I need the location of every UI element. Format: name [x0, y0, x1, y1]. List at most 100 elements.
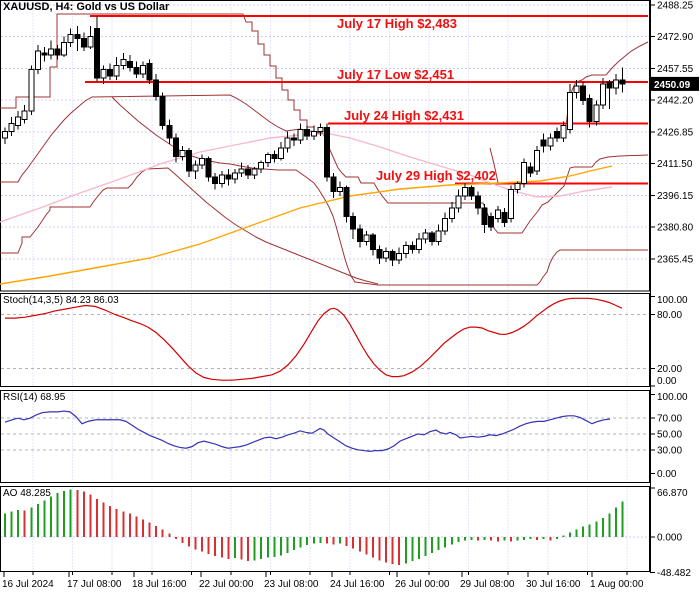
candle-down: [540, 139, 547, 147]
ao-tick-label: -48.482: [657, 568, 691, 579]
candle-down: [166, 124, 173, 139]
current-price-tag: [650, 76, 699, 91]
candle-up: [455, 195, 462, 209]
candle-down: [291, 137, 298, 141]
channel-band-lower: [0, 167, 379, 285]
candle-up: [28, 69, 35, 112]
ao-panel[interactable]: [0, 486, 650, 572]
stoch-tick-label: 20.00: [657, 364, 682, 375]
candle-up: [192, 164, 199, 172]
candle-up: [442, 218, 449, 232]
candle-up: [599, 83, 606, 106]
moving-average-orange: [0, 165, 613, 285]
candle-up: [435, 230, 442, 242]
candle-down: [429, 232, 436, 242]
candle-up: [593, 104, 600, 122]
time-axis-label: 1 Aug 00:00: [590, 579, 644, 590]
rsi-tick-label: 50.00: [657, 430, 682, 441]
ao-tick-label: 0.000: [657, 533, 682, 544]
candle-up: [402, 244, 409, 255]
stoch-tick-label: 100.00: [657, 295, 688, 306]
candle-up: [514, 182, 521, 191]
candle-down: [153, 79, 160, 98]
candle-down: [80, 38, 87, 48]
price-tick-label: 2411.50: [657, 159, 693, 170]
candle-up: [337, 187, 344, 193]
candle-down: [389, 251, 396, 261]
candle-up: [113, 64, 120, 77]
price-tick-label: 2365.45: [657, 254, 694, 265]
candle-up: [534, 149, 541, 172]
candle-up: [613, 79, 620, 89]
candle-up: [422, 232, 429, 240]
stochastic-line: [5, 297, 623, 381]
candle-down: [606, 81, 613, 89]
candle-down: [580, 85, 587, 102]
time-axis-label: 23 Jul 08:00: [264, 579, 319, 590]
candle-up: [8, 122, 15, 133]
candle-down: [185, 149, 192, 172]
ao-tick-label: 66.870: [657, 488, 688, 499]
candle-up: [310, 131, 317, 137]
candle-down: [225, 174, 232, 180]
price-tick-label: 2442.20: [657, 96, 694, 107]
channel-band-mid2: [111, 96, 648, 286]
candle-up: [199, 158, 206, 166]
channel-band-mid: [0, 94, 324, 183]
rsi-tick-label: 0.00: [657, 469, 677, 480]
candle-up: [396, 253, 403, 261]
candle-down: [93, 27, 100, 79]
time-axis-label: 26 Jul 00:00: [395, 579, 450, 590]
time-axis-label: 18 Jul 16:00: [132, 579, 187, 590]
candle-up: [21, 110, 28, 120]
candle-down: [488, 215, 495, 228]
candle-up: [47, 48, 54, 56]
candle-up: [560, 124, 567, 139]
candle-down: [245, 168, 252, 176]
price-tick-label: 2396.15: [657, 191, 694, 202]
channel-band-upper-right: [564, 41, 649, 134]
price-tick-label: 2457.55: [657, 64, 694, 75]
candle-up: [573, 85, 580, 93]
time-axis-label: 30 Jul 16:00: [526, 579, 581, 590]
candle-up: [415, 238, 422, 251]
candle-down: [159, 96, 166, 126]
candle-up: [547, 137, 554, 147]
stoch-panel[interactable]: [0, 293, 650, 387]
candle-up: [363, 234, 370, 242]
candle-down: [475, 195, 482, 209]
candle-down: [74, 33, 81, 40]
candle-up: [284, 137, 291, 149]
stoch-tick-label: 80.00: [657, 310, 682, 321]
candle-down: [323, 127, 330, 178]
stoch-tick-label: 0.00: [657, 376, 677, 387]
price-tick-label: 2472.90: [657, 32, 694, 43]
candle-up: [139, 64, 146, 75]
candle-up: [494, 209, 501, 220]
candle-down: [54, 48, 61, 56]
candle-up: [507, 189, 514, 220]
channel-band-stub: [489, 147, 499, 184]
candle-up: [15, 116, 22, 126]
price-tick-label: 2426.85: [657, 127, 694, 138]
candle-up: [383, 251, 390, 259]
candle-down: [376, 249, 383, 259]
candle-down: [107, 69, 114, 77]
candle-up: [461, 187, 468, 197]
candle-up: [87, 36, 94, 48]
candle-up: [277, 147, 284, 160]
candle-down: [409, 244, 416, 251]
candle-down: [343, 187, 350, 217]
time-axis-label: 16 Jul 2024: [2, 579, 54, 590]
rsi-panel[interactable]: [0, 390, 650, 483]
candle-down: [586, 98, 593, 122]
candle-up: [218, 174, 225, 184]
candle-down: [468, 187, 475, 197]
candle-down: [271, 153, 278, 160]
candle-down: [619, 79, 626, 85]
time-axis-label: 17 Jul 08:00: [67, 579, 122, 590]
candle-down: [350, 215, 357, 230]
candle-up: [317, 127, 324, 133]
candle-up: [251, 168, 258, 176]
